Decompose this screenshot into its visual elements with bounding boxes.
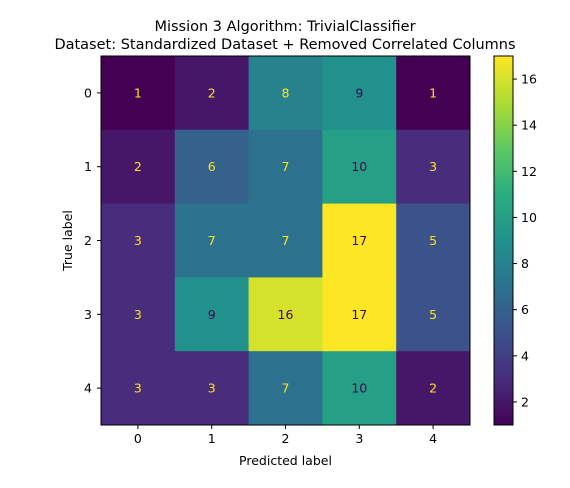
cell-value-label: 17: [351, 307, 367, 322]
heatmap-cell: [174, 277, 250, 352]
cell-value-label: 5: [429, 233, 437, 248]
cell-value-label: 7: [282, 381, 290, 396]
heatmap-cell: [322, 277, 397, 352]
cell-value-label: 3: [134, 307, 142, 322]
x-axis-label: Predicted label: [239, 453, 332, 468]
heatmap-cell: [174, 56, 250, 131]
colorbar-tick-label: 14: [521, 118, 537, 133]
cell-value-label: 1: [429, 85, 437, 100]
cell-value-label: 2: [134, 159, 142, 174]
heatmap-cell: [248, 277, 323, 352]
colorbar-tick-label: 16: [521, 72, 537, 87]
heatmap-cell: [174, 351, 250, 426]
cell-value-label: 3: [208, 381, 216, 396]
cell-value-label: 9: [208, 307, 216, 322]
heatmap-cell-labels: 1 2 8 9 1 2 6 7 10 3 3 7 7 17 5 3 9 16 17 5 3 3 7 10 2: [134, 85, 437, 395]
heatmap-cell: [101, 277, 176, 352]
cell-value-label: 7: [208, 233, 216, 248]
cell-value-label: 3: [134, 381, 142, 396]
y-axis-label: True label: [60, 210, 75, 272]
colorbar-ticks: 2 4 6 8 10 12 14 16: [513, 72, 537, 409]
cell-value-label: 10: [351, 381, 367, 396]
y-tick-label: 3: [84, 307, 92, 322]
y-tick-label: 2: [84, 233, 92, 248]
heatmap-cell: [248, 129, 323, 205]
x-tick-label: 0: [134, 431, 142, 446]
heatmap-cell: [101, 56, 176, 131]
x-tick-label: 1: [208, 431, 216, 446]
heatmap-cell: [101, 203, 176, 278]
cell-value-label: 9: [355, 85, 363, 100]
colorbar-tick-label: 12: [521, 164, 537, 179]
heatmap-cell: [322, 56, 397, 131]
cell-value-label: 6: [208, 159, 216, 174]
heatmap-cell: [396, 129, 471, 205]
cell-value-label: 3: [429, 159, 437, 174]
heatmap-cell: [396, 351, 471, 426]
heatmap-cell: [322, 203, 397, 278]
heatmap-cell: [248, 56, 323, 131]
colorbar-tick-label: 2: [521, 394, 529, 409]
cell-value-label: 2: [429, 381, 437, 396]
colorbar: [493, 55, 514, 426]
chart-title-line1: Mission 3 Algorithm: TrivialClassifier: [154, 19, 415, 35]
colorbar-tick-label: 10: [521, 210, 537, 225]
y-tick-label: 4: [84, 381, 92, 396]
cell-value-label: 16: [278, 307, 294, 322]
x-axis-ticks: 0 1 2 3 4: [134, 425, 437, 446]
cell-value-label: 7: [282, 233, 290, 248]
heatmap-cell: [174, 203, 250, 278]
heatmap-cell: [322, 129, 397, 205]
heatmap-cell: [322, 351, 397, 426]
cell-value-label: 17: [351, 233, 367, 248]
heatmap-cell: [248, 351, 323, 426]
heatmap-cell: [101, 351, 176, 426]
cell-value-label: 1: [134, 85, 142, 100]
heatmap-cell: [174, 129, 250, 205]
cell-value-label: 5: [429, 307, 437, 322]
x-tick-label: 2: [282, 431, 290, 446]
heatmap-cell: [248, 203, 323, 278]
heatmap-cell: [396, 56, 471, 131]
cell-value-label: 7: [282, 159, 290, 174]
cell-value-label: 2: [208, 85, 216, 100]
colorbar-tick-label: 6: [521, 302, 529, 317]
heatmap-cell: [396, 277, 471, 352]
heatmap-cell: [396, 203, 471, 278]
heatmap-cells: [101, 56, 471, 426]
cell-value-label: 3: [134, 233, 142, 248]
y-tick-label: 0: [84, 85, 92, 100]
y-tick-label: 1: [84, 159, 92, 174]
colorbar-tick-label: 8: [521, 256, 529, 271]
x-tick-label: 4: [429, 431, 437, 446]
chart-title-line2: Dataset: Standardized Dataset + Removed …: [54, 37, 515, 53]
cell-value-label: 8: [282, 85, 290, 100]
y-axis-ticks: 0 1 2 3 4: [84, 85, 101, 396]
x-tick-label: 3: [355, 431, 363, 446]
heatmap-cell: [101, 129, 176, 205]
cell-value-label: 10: [351, 159, 367, 174]
colorbar-tick-label: 4: [521, 348, 529, 363]
